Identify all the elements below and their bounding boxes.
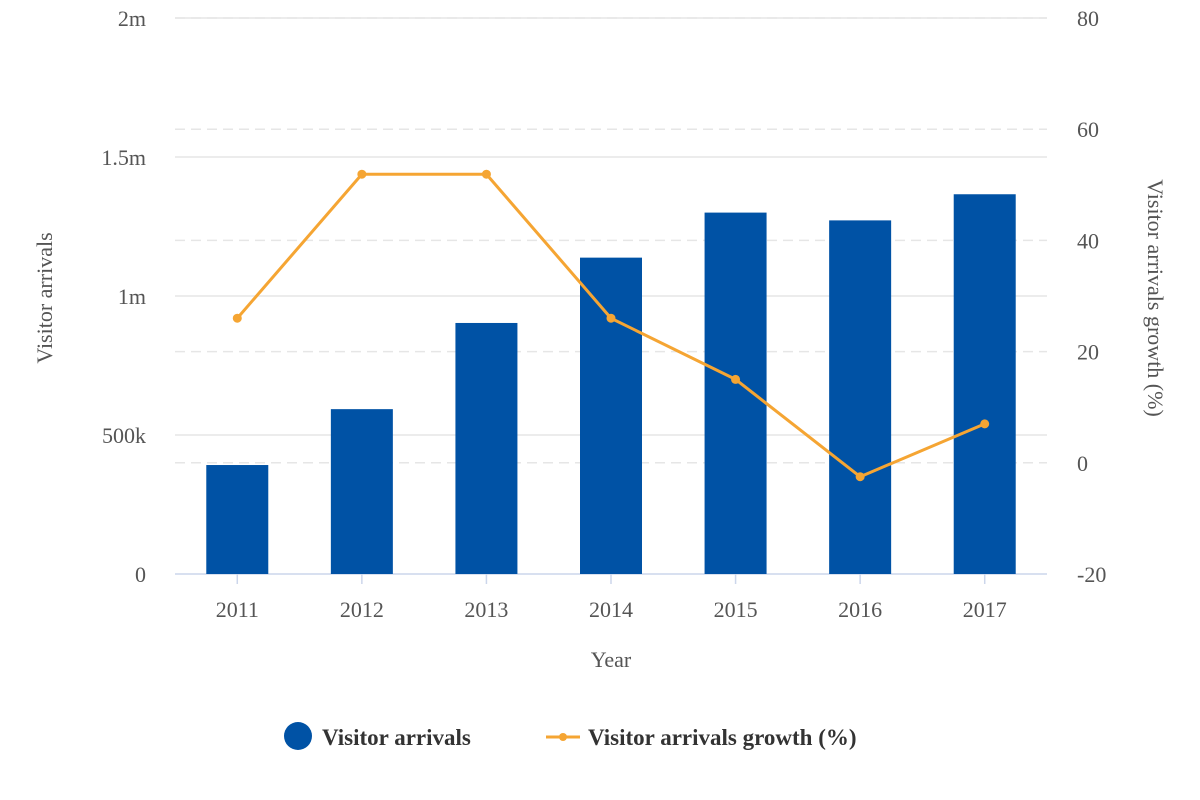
line-point[interactable]	[481, 169, 491, 179]
bar[interactable]	[206, 465, 269, 574]
line-point[interactable]	[232, 313, 242, 323]
x-tick-label: 2015	[714, 597, 758, 622]
line-point[interactable]	[855, 472, 865, 482]
bar-series	[206, 194, 1016, 574]
y-tick-label: 1.5m	[101, 145, 146, 170]
legend-bar-marker	[284, 722, 312, 750]
bar[interactable]	[829, 220, 892, 574]
y-tick-label: 2m	[118, 6, 146, 31]
line-point[interactable]	[357, 169, 367, 179]
line-point[interactable]	[980, 419, 990, 429]
x-tick-label: 2011	[216, 597, 259, 622]
legend-line-point	[559, 733, 567, 741]
x-tick-label: 2016	[838, 597, 882, 622]
legend-label-visitor-arrivals: Visitor arrivals	[322, 725, 471, 750]
y2-tick-label: 80	[1077, 6, 1099, 31]
y-tick-label: 500k	[102, 423, 146, 448]
x-tick-label: 2014	[589, 597, 633, 622]
y2-tick-label: 20	[1077, 340, 1099, 365]
bar[interactable]	[455, 322, 518, 574]
y2-tick-label: 60	[1077, 117, 1099, 142]
bar[interactable]	[330, 409, 393, 574]
line-series	[232, 169, 990, 482]
x-tick-label: 2013	[464, 597, 508, 622]
bar[interactable]	[953, 194, 1016, 574]
legend-label-growth: Visitor arrivals growth (%)	[588, 725, 857, 750]
x-tick-label: 2017	[963, 597, 1007, 622]
x-axis-title: Year	[591, 647, 632, 672]
line-point[interactable]	[731, 374, 741, 384]
x-axis-ticks	[236, 574, 986, 584]
legend: Visitor arrivals Visitor arrivals growth…	[284, 722, 857, 750]
legend-item-growth[interactable]: Visitor arrivals growth (%)	[546, 725, 857, 750]
y2-axis-title: Visitor arrivals growth (%)	[1143, 179, 1168, 417]
x-tick-label: 2012	[340, 597, 384, 622]
y2-tick-label: 0	[1077, 451, 1088, 476]
right-axis-labels: -20 0 20 40 60 80	[1077, 6, 1106, 587]
x-axis-labels: 2011 2012 2013 2014 2015 2016 2017	[216, 597, 1007, 622]
legend-item-visitor-arrivals[interactable]: Visitor arrivals	[284, 722, 471, 750]
bar[interactable]	[704, 212, 767, 574]
left-axis-labels: 0 500k 1m 1.5m 2m	[101, 6, 146, 587]
y-tick-label: 1m	[118, 284, 146, 309]
y2-tick-label: 40	[1077, 228, 1099, 253]
line-point[interactable]	[606, 313, 616, 323]
y-tick-label: 0	[135, 562, 146, 587]
y2-tick-label: -20	[1077, 562, 1106, 587]
y-axis-title: Visitor arrivals	[32, 232, 57, 363]
bar[interactable]	[580, 257, 642, 574]
